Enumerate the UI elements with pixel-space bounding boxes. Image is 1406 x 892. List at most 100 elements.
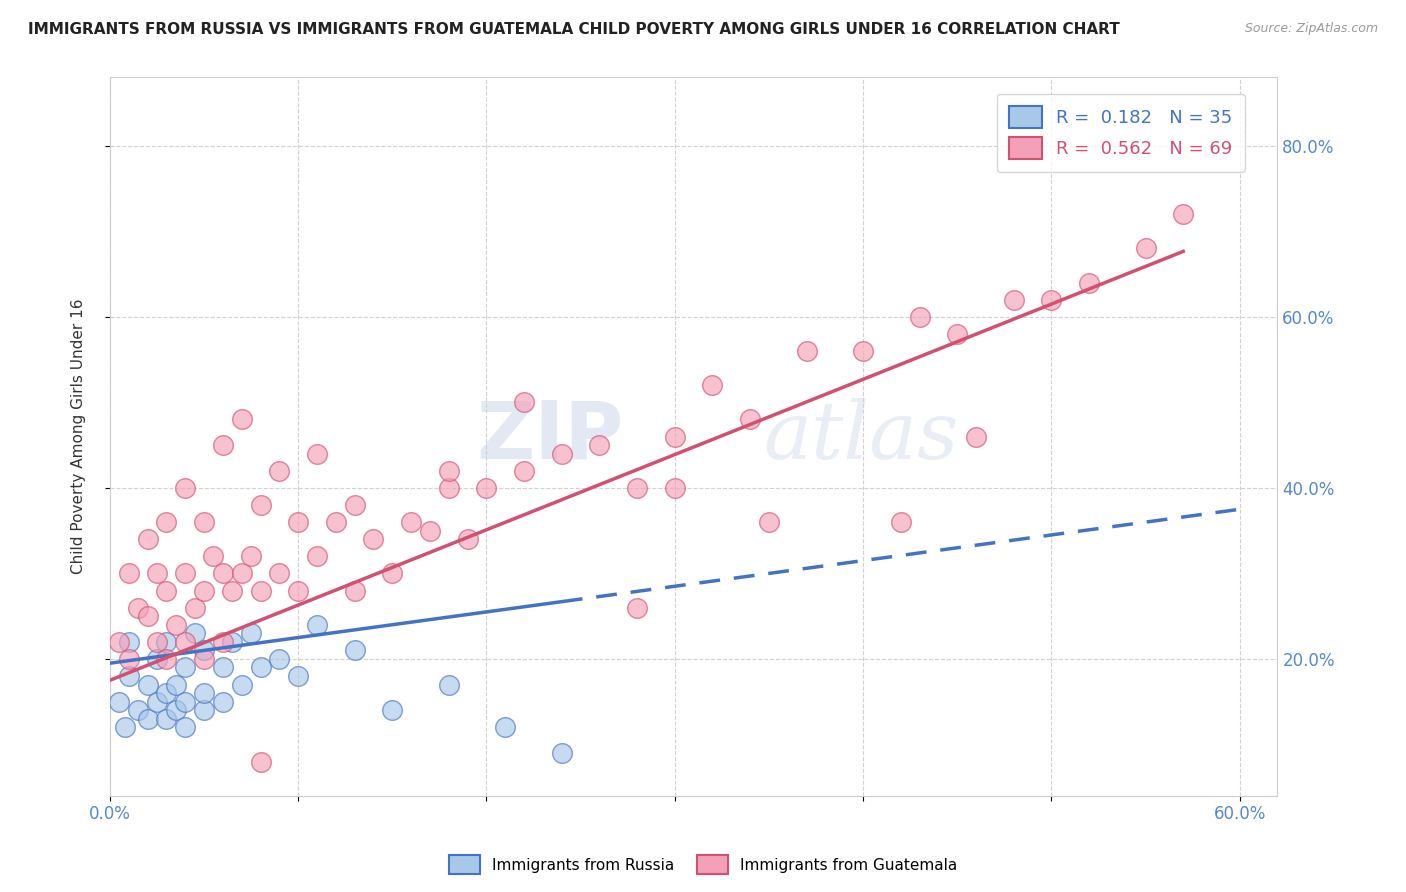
Point — [155, 635, 177, 649]
Point — [211, 438, 233, 452]
Point — [758, 515, 780, 529]
Point — [193, 652, 215, 666]
Legend: R =  0.182   N = 35, R =  0.562   N = 69: R = 0.182 N = 35, R = 0.562 N = 69 — [997, 94, 1246, 172]
Point — [908, 310, 931, 324]
Point — [221, 583, 243, 598]
Point — [165, 617, 187, 632]
Point — [118, 652, 141, 666]
Point — [240, 626, 263, 640]
Point — [183, 600, 205, 615]
Point — [146, 652, 169, 666]
Point — [343, 498, 366, 512]
Point — [249, 498, 271, 512]
Point — [305, 549, 328, 564]
Point — [249, 583, 271, 598]
Point — [890, 515, 912, 529]
Point — [165, 703, 187, 717]
Point — [588, 438, 610, 452]
Point — [240, 549, 263, 564]
Point — [1135, 242, 1157, 256]
Point — [852, 344, 875, 359]
Point — [193, 686, 215, 700]
Point — [1078, 276, 1101, 290]
Text: Source: ZipAtlas.com: Source: ZipAtlas.com — [1244, 22, 1378, 36]
Point — [399, 515, 422, 529]
Point — [146, 635, 169, 649]
Point — [946, 326, 969, 341]
Point — [193, 515, 215, 529]
Point — [325, 515, 347, 529]
Point — [193, 643, 215, 657]
Point — [1040, 293, 1063, 307]
Point — [155, 652, 177, 666]
Point — [155, 515, 177, 529]
Point — [269, 464, 291, 478]
Point — [183, 626, 205, 640]
Point — [127, 600, 149, 615]
Point — [269, 566, 291, 581]
Point — [437, 464, 460, 478]
Point — [437, 481, 460, 495]
Point — [211, 635, 233, 649]
Point — [740, 412, 762, 426]
Point — [664, 481, 686, 495]
Point — [457, 533, 479, 547]
Point — [626, 600, 648, 615]
Point — [155, 712, 177, 726]
Point — [343, 643, 366, 657]
Point — [551, 447, 574, 461]
Point — [343, 583, 366, 598]
Point — [174, 481, 197, 495]
Point — [136, 712, 159, 726]
Point — [287, 515, 309, 529]
Point — [664, 429, 686, 443]
Point — [221, 635, 243, 649]
Point — [211, 695, 233, 709]
Point — [363, 533, 385, 547]
Point — [193, 703, 215, 717]
Point — [381, 703, 404, 717]
Point — [118, 635, 141, 649]
Point — [494, 720, 516, 734]
Point — [108, 635, 131, 649]
Point — [211, 566, 233, 581]
Point — [108, 695, 131, 709]
Point — [1173, 207, 1195, 221]
Point — [193, 583, 215, 598]
Point — [475, 481, 498, 495]
Point — [174, 635, 197, 649]
Text: IMMIGRANTS FROM RUSSIA VS IMMIGRANTS FROM GUATEMALA CHILD POVERTY AMONG GIRLS UN: IMMIGRANTS FROM RUSSIA VS IMMIGRANTS FRO… — [28, 22, 1119, 37]
Y-axis label: Child Poverty Among Girls Under 16: Child Poverty Among Girls Under 16 — [72, 299, 86, 574]
Point — [174, 660, 197, 674]
Point — [551, 746, 574, 760]
Point — [155, 686, 177, 700]
Point — [174, 566, 197, 581]
Point — [174, 720, 197, 734]
Point — [287, 583, 309, 598]
Point — [796, 344, 818, 359]
Text: atlas: atlas — [763, 398, 959, 475]
Point — [513, 464, 536, 478]
Point — [231, 412, 253, 426]
Point — [965, 429, 987, 443]
Point — [626, 481, 648, 495]
Point — [231, 677, 253, 691]
Point — [127, 703, 149, 717]
Point — [513, 395, 536, 409]
Point — [202, 549, 225, 564]
Point — [211, 660, 233, 674]
Point — [165, 677, 187, 691]
Point — [1002, 293, 1025, 307]
Point — [305, 447, 328, 461]
Point — [249, 755, 271, 769]
Point — [118, 566, 141, 581]
Point — [231, 566, 253, 581]
Point — [305, 617, 328, 632]
Point — [287, 669, 309, 683]
Point — [269, 652, 291, 666]
Point — [174, 695, 197, 709]
Point — [146, 566, 169, 581]
Point — [136, 533, 159, 547]
Text: ZIP: ZIP — [477, 398, 624, 475]
Point — [437, 677, 460, 691]
